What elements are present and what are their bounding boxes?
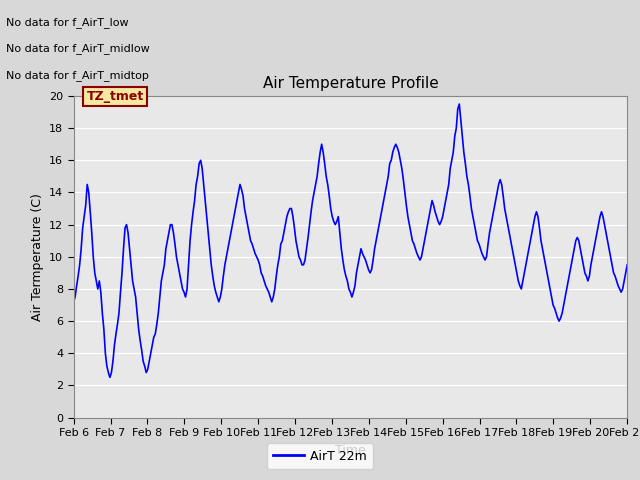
Y-axis label: Air Termperature (C): Air Termperature (C): [31, 193, 44, 321]
Text: No data for f_AirT_midtop: No data for f_AirT_midtop: [6, 70, 149, 81]
Text: No data for f_AirT_low: No data for f_AirT_low: [6, 17, 129, 28]
Text: No data for f_AirT_midlow: No data for f_AirT_midlow: [6, 43, 150, 54]
X-axis label: Time: Time: [335, 444, 366, 456]
Title: Air Temperature Profile: Air Temperature Profile: [262, 76, 438, 91]
Legend: AirT 22m: AirT 22m: [267, 444, 373, 469]
Text: TZ_tmet: TZ_tmet: [86, 90, 143, 103]
